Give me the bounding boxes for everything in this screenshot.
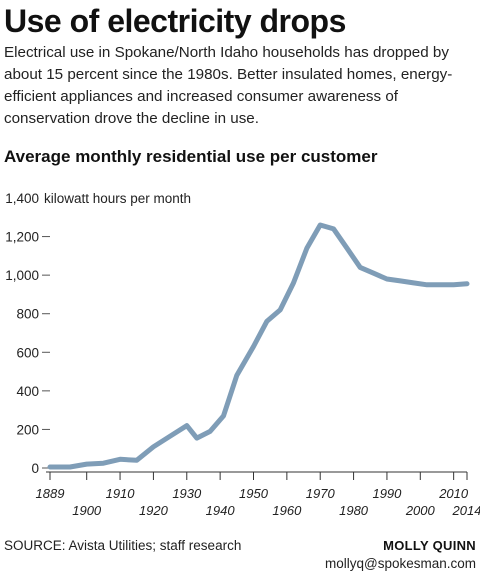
y-axis-ticks: 0 200 400 600 800 1,000 1,200 1,400 kilowatt hou…	[5, 191, 191, 476]
x-tick-label: 1940	[206, 503, 236, 518]
y-axis-unit-label: kilowatt hours per month	[44, 191, 191, 206]
x-tick-label: 1960	[272, 503, 302, 518]
x-tick-label: 1950	[239, 486, 269, 501]
y-tick-label: 1,000	[5, 268, 39, 283]
series-line	[47, 222, 470, 470]
chart-series	[47, 222, 470, 470]
y-tick-label: 1,200	[5, 230, 39, 245]
x-tick-label: 1930	[172, 486, 202, 501]
credit-name: MOLLY QUINN	[383, 538, 476, 553]
dek-paragraph: Electrical use in Spokane/North Idaho ho…	[4, 44, 453, 127]
x-tick-label: 1910	[106, 486, 136, 501]
chart-subhead: Average monthly residential use per cust…	[4, 147, 378, 166]
source-note: SOURCE: Avista Utilities; staff research	[4, 538, 242, 553]
y-tick-label: 800	[16, 307, 39, 322]
y-tick-label: 1,400	[5, 191, 39, 206]
y-tick-label: 200	[16, 422, 39, 437]
y-tick-label: 600	[16, 345, 39, 360]
y-tick-label: 400	[16, 384, 39, 399]
x-tick-label: 1980	[339, 503, 369, 518]
x-tick-label: 1990	[372, 486, 402, 501]
x-tick-label: 1920	[139, 503, 169, 518]
x-tick-label: 2000	[405, 503, 436, 518]
credit-email: mollyq@spokesman.com	[324, 556, 476, 571]
y-tick-label: 0	[31, 461, 39, 476]
line-chart: 0 200 400 600 800 1,000 1,200 1,400 kilowatt hou…	[5, 191, 480, 518]
x-tick-label: 2010	[438, 486, 469, 501]
headline: Use of electricity drops	[4, 3, 346, 39]
x-tick-label: 1889	[36, 486, 65, 501]
x-tick-label: 2014	[452, 503, 480, 518]
x-axis-ticks: 1889 1910 1930 1950 1970 1990 2010 1900 1920 1940…	[36, 472, 480, 518]
x-tick-label: 1970	[306, 486, 336, 501]
x-tick-label: 1900	[72, 503, 102, 518]
